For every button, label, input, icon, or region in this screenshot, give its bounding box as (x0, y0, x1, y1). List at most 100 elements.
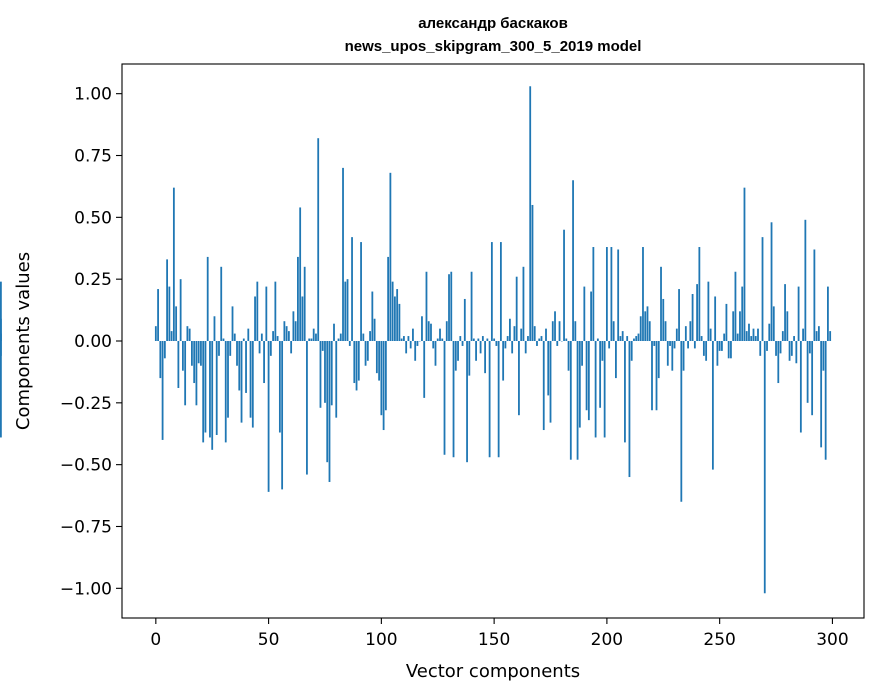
bar-43 (251, 341, 254, 428)
bar-292 (813, 249, 816, 341)
bar-102 (384, 341, 387, 411)
bar-84 (344, 281, 347, 341)
bar-40 (245, 341, 247, 393)
bar-186 (574, 321, 577, 341)
bar-286 (799, 341, 802, 433)
bar-237 (689, 321, 692, 341)
x-tick-label: 150 (478, 630, 510, 650)
bar-54 (276, 336, 279, 341)
bar-174 (547, 341, 550, 396)
bar-225 (662, 298, 665, 341)
x-axis-ticks: 0 50 100 150 200 250 300 (150, 618, 849, 650)
bar-93 (364, 341, 367, 366)
bar-118 (421, 316, 423, 341)
bar-176 (551, 321, 554, 341)
bar-209 (626, 336, 629, 341)
bar-252 (723, 333, 726, 341)
bar-188 (578, 341, 581, 428)
bar-201 (608, 341, 611, 349)
bar-28 (218, 341, 220, 356)
bar-18 (195, 341, 198, 406)
bar-253 (725, 303, 728, 341)
x-tick-label: 300 (816, 630, 848, 650)
y-tick-label: 1.00 (74, 85, 112, 105)
bar-133 (454, 341, 457, 371)
bar-157 (509, 318, 511, 341)
bar-135 (459, 336, 462, 341)
bar-217 (644, 311, 647, 341)
bar-215 (639, 316, 642, 341)
bar-68 (308, 338, 311, 341)
bar-42 (249, 341, 252, 418)
bar-108 (398, 303, 401, 341)
bar-232 (678, 289, 680, 341)
chart-title: александр баскаков (418, 15, 568, 32)
bar-10 (177, 341, 180, 388)
bar-190 (583, 286, 586, 341)
bar-221 (653, 341, 656, 346)
bar-131 (450, 271, 453, 341)
bar-124 (434, 341, 437, 366)
bar-202 (610, 247, 613, 341)
bar-244 (705, 341, 708, 361)
bar-281 (788, 341, 791, 361)
bar-265 (752, 328, 755, 341)
bar-212 (633, 338, 635, 341)
bar-12 (181, 341, 184, 371)
bar-23 (206, 256, 209, 341)
bar-7 (170, 331, 173, 341)
bar-222 (655, 341, 658, 411)
bar-143 (477, 338, 480, 341)
bar-65 (301, 296, 304, 341)
chart-subtitle: news_upos_skipgram_300_5_2019 model (345, 38, 642, 55)
bar-177 (554, 311, 556, 341)
bar-77 (328, 341, 331, 482)
bar-218 (646, 306, 649, 342)
bar-137 (463, 298, 466, 341)
bar-80 (335, 341, 338, 418)
bar-20 (200, 341, 202, 366)
bar-266 (754, 336, 757, 341)
bar-240 (696, 284, 698, 341)
bar-161 (518, 341, 520, 416)
bar-141 (472, 338, 475, 341)
bar-142 (475, 341, 477, 361)
bar-274 (772, 306, 775, 342)
bar-170 (538, 338, 541, 341)
bar-189 (581, 341, 583, 366)
bar-99 (378, 341, 380, 381)
bar-147 (486, 338, 489, 341)
bar-81 (337, 338, 340, 341)
bar-280 (786, 311, 789, 341)
x-tick-label: 0 (150, 630, 161, 650)
bar-105 (391, 281, 394, 341)
bar-227 (666, 341, 669, 366)
bar-5 (166, 259, 168, 341)
x-tick-label: 200 (591, 630, 623, 650)
bar-35 (233, 333, 236, 341)
bar-214 (637, 333, 640, 341)
bar-4 (163, 341, 166, 359)
bar-undefined (0, 318, 2, 341)
bar-259 (739, 311, 741, 341)
bar-287 (802, 328, 804, 341)
bar-76 (326, 341, 329, 463)
bar-196 (596, 338, 599, 341)
bar-294 (817, 326, 820, 341)
bar-153 (499, 242, 502, 341)
y-tick-label: 0.75 (74, 147, 112, 167)
bar-261 (743, 187, 746, 341)
bar-284 (795, 341, 798, 364)
bar-85 (346, 279, 349, 341)
bar-60 (290, 341, 293, 354)
bar-275 (775, 341, 777, 356)
bar-148 (488, 341, 491, 458)
bar-138 (466, 341, 468, 463)
bar-151 (495, 341, 498, 346)
bar-256 (732, 311, 735, 341)
bar-165 (527, 336, 529, 341)
bar-136 (461, 341, 464, 346)
bar-257 (734, 271, 737, 341)
bar-168 (533, 326, 536, 341)
bar-97 (373, 318, 376, 341)
